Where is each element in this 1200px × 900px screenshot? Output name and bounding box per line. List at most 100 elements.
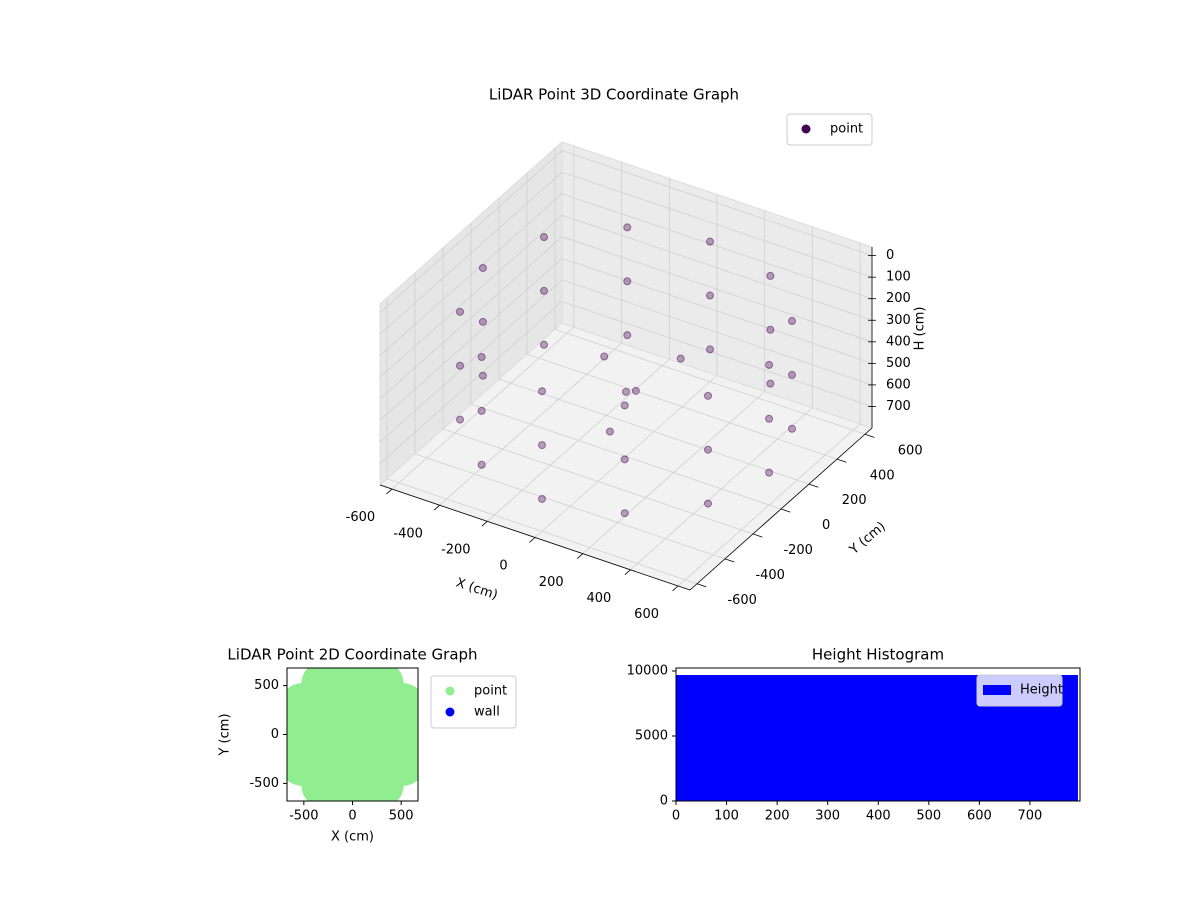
grid-line <box>561 257 873 364</box>
z-axis-label: H (cm) <box>913 307 928 351</box>
grid-line <box>386 478 698 585</box>
x-axis-label: X (cm) <box>331 830 374 845</box>
point <box>706 345 714 354</box>
x-tick-label: 500 <box>389 809 414 824</box>
x-tick-label: -600 <box>346 510 376 525</box>
tick-mark <box>529 537 536 543</box>
legend-marker <box>801 124 811 134</box>
x-tick-label: -400 <box>393 526 423 541</box>
y-tick-label: 200 <box>842 493 867 508</box>
grid-line <box>379 193 563 357</box>
z-tick-label: 200 <box>886 291 911 306</box>
point <box>540 340 548 349</box>
y-tick-label: 0 <box>822 518 830 533</box>
legend-label: point <box>474 684 507 699</box>
legend-marker <box>445 686 455 696</box>
z-tick-label: 600 <box>886 377 911 392</box>
grid-line <box>414 453 726 560</box>
x-tick-label: 200 <box>539 575 564 590</box>
tick-mark <box>576 553 583 559</box>
x-tick-label: 300 <box>815 809 840 824</box>
grid-line <box>561 171 873 278</box>
grid-line <box>379 279 563 443</box>
point <box>605 427 614 436</box>
point <box>788 424 796 433</box>
tick-mark <box>752 533 763 538</box>
grid-line <box>561 150 873 256</box>
y-tick-label: 500 <box>254 678 279 693</box>
point <box>456 361 464 370</box>
grid-line <box>379 258 563 421</box>
point <box>765 414 774 423</box>
tick-mark <box>836 458 847 463</box>
x-tick-label: 0 <box>499 559 507 574</box>
legend-marker <box>445 707 455 717</box>
y-tick-label: 0 <box>660 794 668 809</box>
y-tick-label: 400 <box>870 468 895 483</box>
point <box>330 712 375 757</box>
x-tick-label: 500 <box>916 809 941 824</box>
point <box>704 445 712 454</box>
x-tick-label: 600 <box>634 607 659 622</box>
point <box>538 494 546 503</box>
point <box>620 401 629 410</box>
tick-mark <box>808 483 819 488</box>
point <box>788 317 796 326</box>
y-axis-label: Y (cm) <box>218 713 233 756</box>
grid-line <box>379 150 563 313</box>
legend-label: wall <box>474 705 500 720</box>
y-tick-label: 600 <box>898 443 923 458</box>
tick-mark <box>780 508 791 513</box>
point <box>540 233 548 242</box>
point <box>538 387 546 396</box>
tick-mark <box>386 488 393 495</box>
point <box>456 415 464 424</box>
point <box>766 271 775 280</box>
tick-mark <box>724 558 735 563</box>
y-axis-label: Y (cm) <box>846 519 889 558</box>
legend-swatch <box>983 685 1011 695</box>
point <box>620 455 629 464</box>
z-tick-label: 700 <box>886 399 911 414</box>
grid-line <box>561 214 873 321</box>
point <box>765 468 774 477</box>
z-tick-label: 400 <box>886 334 911 349</box>
x-tick-label: -500 <box>289 809 319 824</box>
z-tick-label: 0 <box>886 248 894 263</box>
z-tick-label: 100 <box>886 270 911 285</box>
y-axis-line <box>689 427 873 591</box>
chart-title: LiDAR Point 2D Coordinate Graph <box>227 646 477 664</box>
tick-mark <box>481 521 488 527</box>
z-tick-label: 500 <box>886 356 911 371</box>
x-axis-label: X (cm) <box>454 576 500 604</box>
point <box>765 360 774 369</box>
point <box>704 499 712 508</box>
point <box>620 509 629 518</box>
point <box>622 387 630 396</box>
point <box>788 370 796 379</box>
tick-mark <box>672 585 679 592</box>
legend-label: Height <box>1020 683 1063 698</box>
y-tick-label: 0 <box>271 727 279 742</box>
point <box>706 291 714 300</box>
point <box>478 263 487 272</box>
point <box>623 331 632 340</box>
x-tick-label: -200 <box>441 543 471 558</box>
y-tick-label: 5000 <box>635 728 668 743</box>
x-tick-label: 200 <box>765 809 790 824</box>
tick-mark <box>696 583 707 588</box>
x-tick-label: 0 <box>348 809 356 824</box>
grid-line <box>442 428 754 535</box>
x-tick-label: 400 <box>586 591 611 606</box>
point <box>623 277 632 286</box>
point <box>477 353 486 362</box>
tick-mark <box>864 433 875 438</box>
point <box>704 391 712 400</box>
grid-line <box>561 301 873 407</box>
grid-line <box>379 214 563 378</box>
legend-box <box>976 674 1063 707</box>
z-tick-label: 300 <box>886 313 911 328</box>
point <box>623 223 632 232</box>
point <box>600 352 609 361</box>
